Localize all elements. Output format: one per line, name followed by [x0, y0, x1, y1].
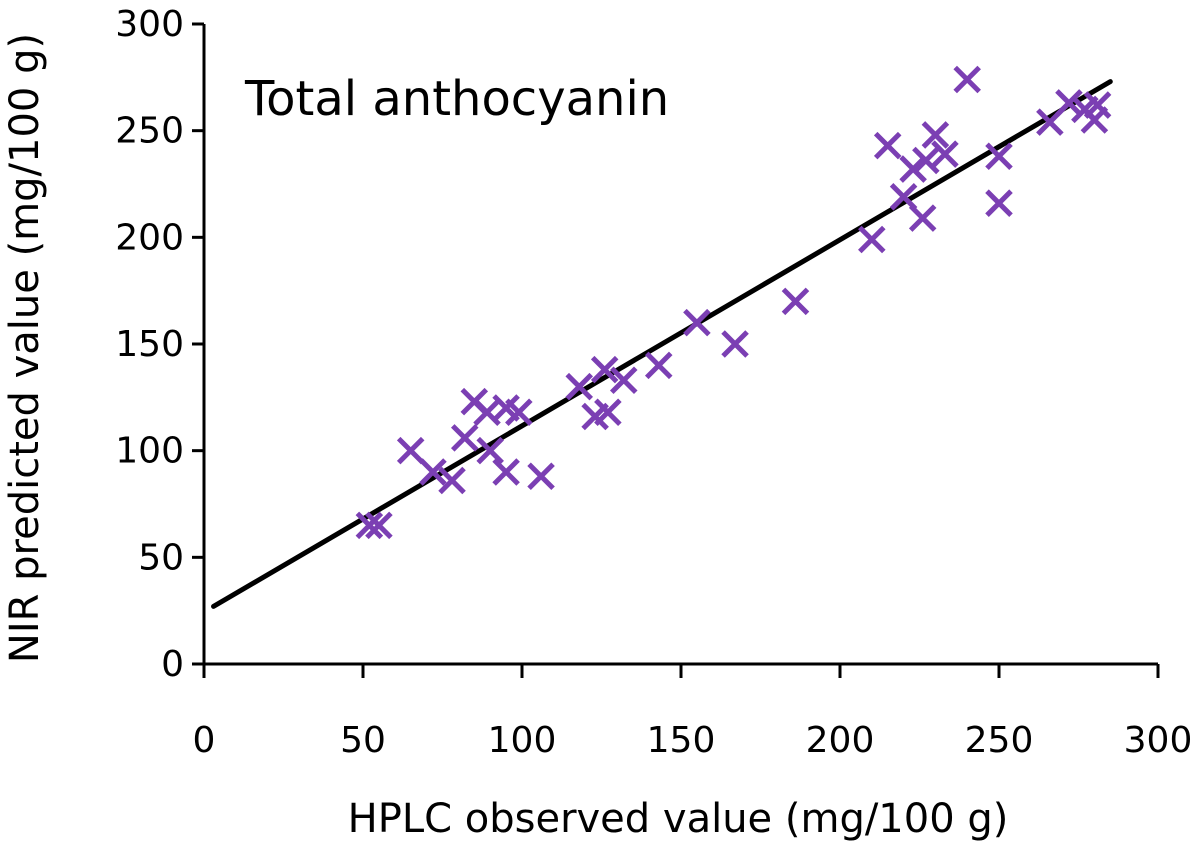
trendline [211, 79, 1113, 609]
x-tick-label: 250 [965, 720, 1034, 761]
data-point [594, 398, 622, 427]
y-tick-label: 150 [115, 324, 184, 365]
data-point [396, 436, 425, 465]
data-point [873, 131, 902, 160]
data-point [565, 372, 594, 401]
x-axis-title: HPLC observed value (mg/100 g) [348, 796, 1009, 842]
data-point [908, 204, 937, 232]
y-tick-label: 100 [115, 431, 184, 472]
trendline-group [211, 79, 1113, 609]
data-point [899, 155, 927, 183]
chart-title: Total anthocyanin [244, 71, 669, 127]
data-point [953, 65, 981, 94]
data-point [1055, 89, 1083, 117]
data-point [438, 466, 466, 495]
data-point [683, 308, 711, 337]
data-point [492, 458, 520, 486]
y-tick-label: 300 [115, 4, 184, 45]
data-point [505, 398, 533, 427]
x-tick-label: 50 [340, 720, 386, 761]
data-point [889, 183, 918, 211]
x-tick-label: 100 [488, 720, 557, 761]
data-point [931, 140, 959, 168]
y-axis-title: NIR predicted value (mg/100 g) [2, 33, 48, 663]
x-tick-label: 0 [193, 720, 216, 761]
data-point [985, 189, 1013, 217]
data-point [527, 462, 555, 491]
data-points [355, 65, 1112, 540]
tick-labels: 0 50 100 150 200 250 300 0 50 100 150 200 250 300 [115, 4, 1192, 761]
x-tick-label: 200 [806, 720, 875, 761]
data-point [721, 330, 749, 358]
x-tick-label: 300 [1124, 720, 1193, 761]
data-point [355, 511, 384, 540]
data-point [450, 424, 479, 452]
data-point [644, 351, 673, 380]
data-point [590, 355, 619, 384]
axes [192, 22, 1160, 678]
data-point [858, 225, 886, 254]
data-point [1083, 91, 1112, 119]
y-tick-label: 50 [138, 537, 184, 578]
data-point [476, 436, 504, 465]
data-point [419, 458, 447, 486]
x-tick-label: 150 [647, 720, 716, 761]
y-tick-label: 250 [115, 111, 184, 152]
data-point [985, 142, 1013, 171]
y-tick-label: 200 [115, 217, 184, 258]
data-point [921, 121, 950, 149]
data-point [912, 146, 940, 175]
data-point [781, 287, 810, 316]
y-tick-label: 0 [161, 644, 184, 685]
data-point [365, 511, 393, 540]
data-point [609, 366, 638, 395]
